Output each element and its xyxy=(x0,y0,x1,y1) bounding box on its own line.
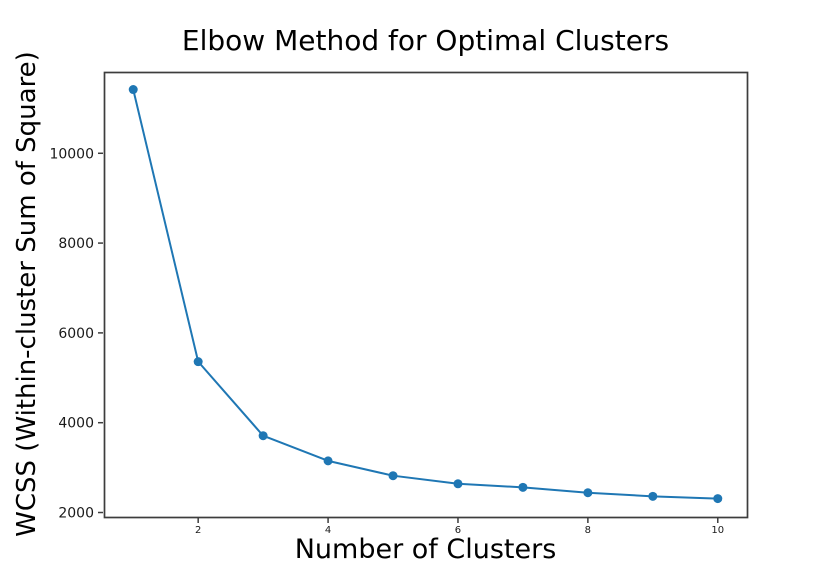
data-point-marker xyxy=(453,479,463,489)
x-tick-label: 2 xyxy=(195,525,201,536)
x-axis-label: Number of Clusters xyxy=(294,534,557,565)
wcss-line xyxy=(132,88,719,500)
y-tick-label: 10000 xyxy=(49,146,94,162)
data-point-marker xyxy=(193,357,203,367)
data-point-marker xyxy=(648,491,658,501)
data-point-marker xyxy=(583,488,593,498)
x-tick-label: 6 xyxy=(455,525,461,536)
data-point-marker xyxy=(518,482,528,492)
x-tick-label: 4 xyxy=(325,525,331,536)
data-point-marker xyxy=(258,431,268,441)
data-point-marker xyxy=(388,471,398,481)
y-tick-label: 6000 xyxy=(58,326,94,342)
y-tick-label: 2000 xyxy=(58,506,94,522)
x-tick-label: 8 xyxy=(585,525,591,536)
data-point-marker xyxy=(323,456,333,466)
data-point-marker xyxy=(128,85,138,95)
chart-title: Elbow Method for Optimal Clusters xyxy=(181,24,670,57)
y-tick-label: 4000 xyxy=(58,416,94,432)
y-tick-label: 8000 xyxy=(58,236,94,252)
x-tick-label: 10 xyxy=(711,525,724,536)
axes-frame xyxy=(103,71,749,519)
data-point-marker xyxy=(713,494,723,504)
